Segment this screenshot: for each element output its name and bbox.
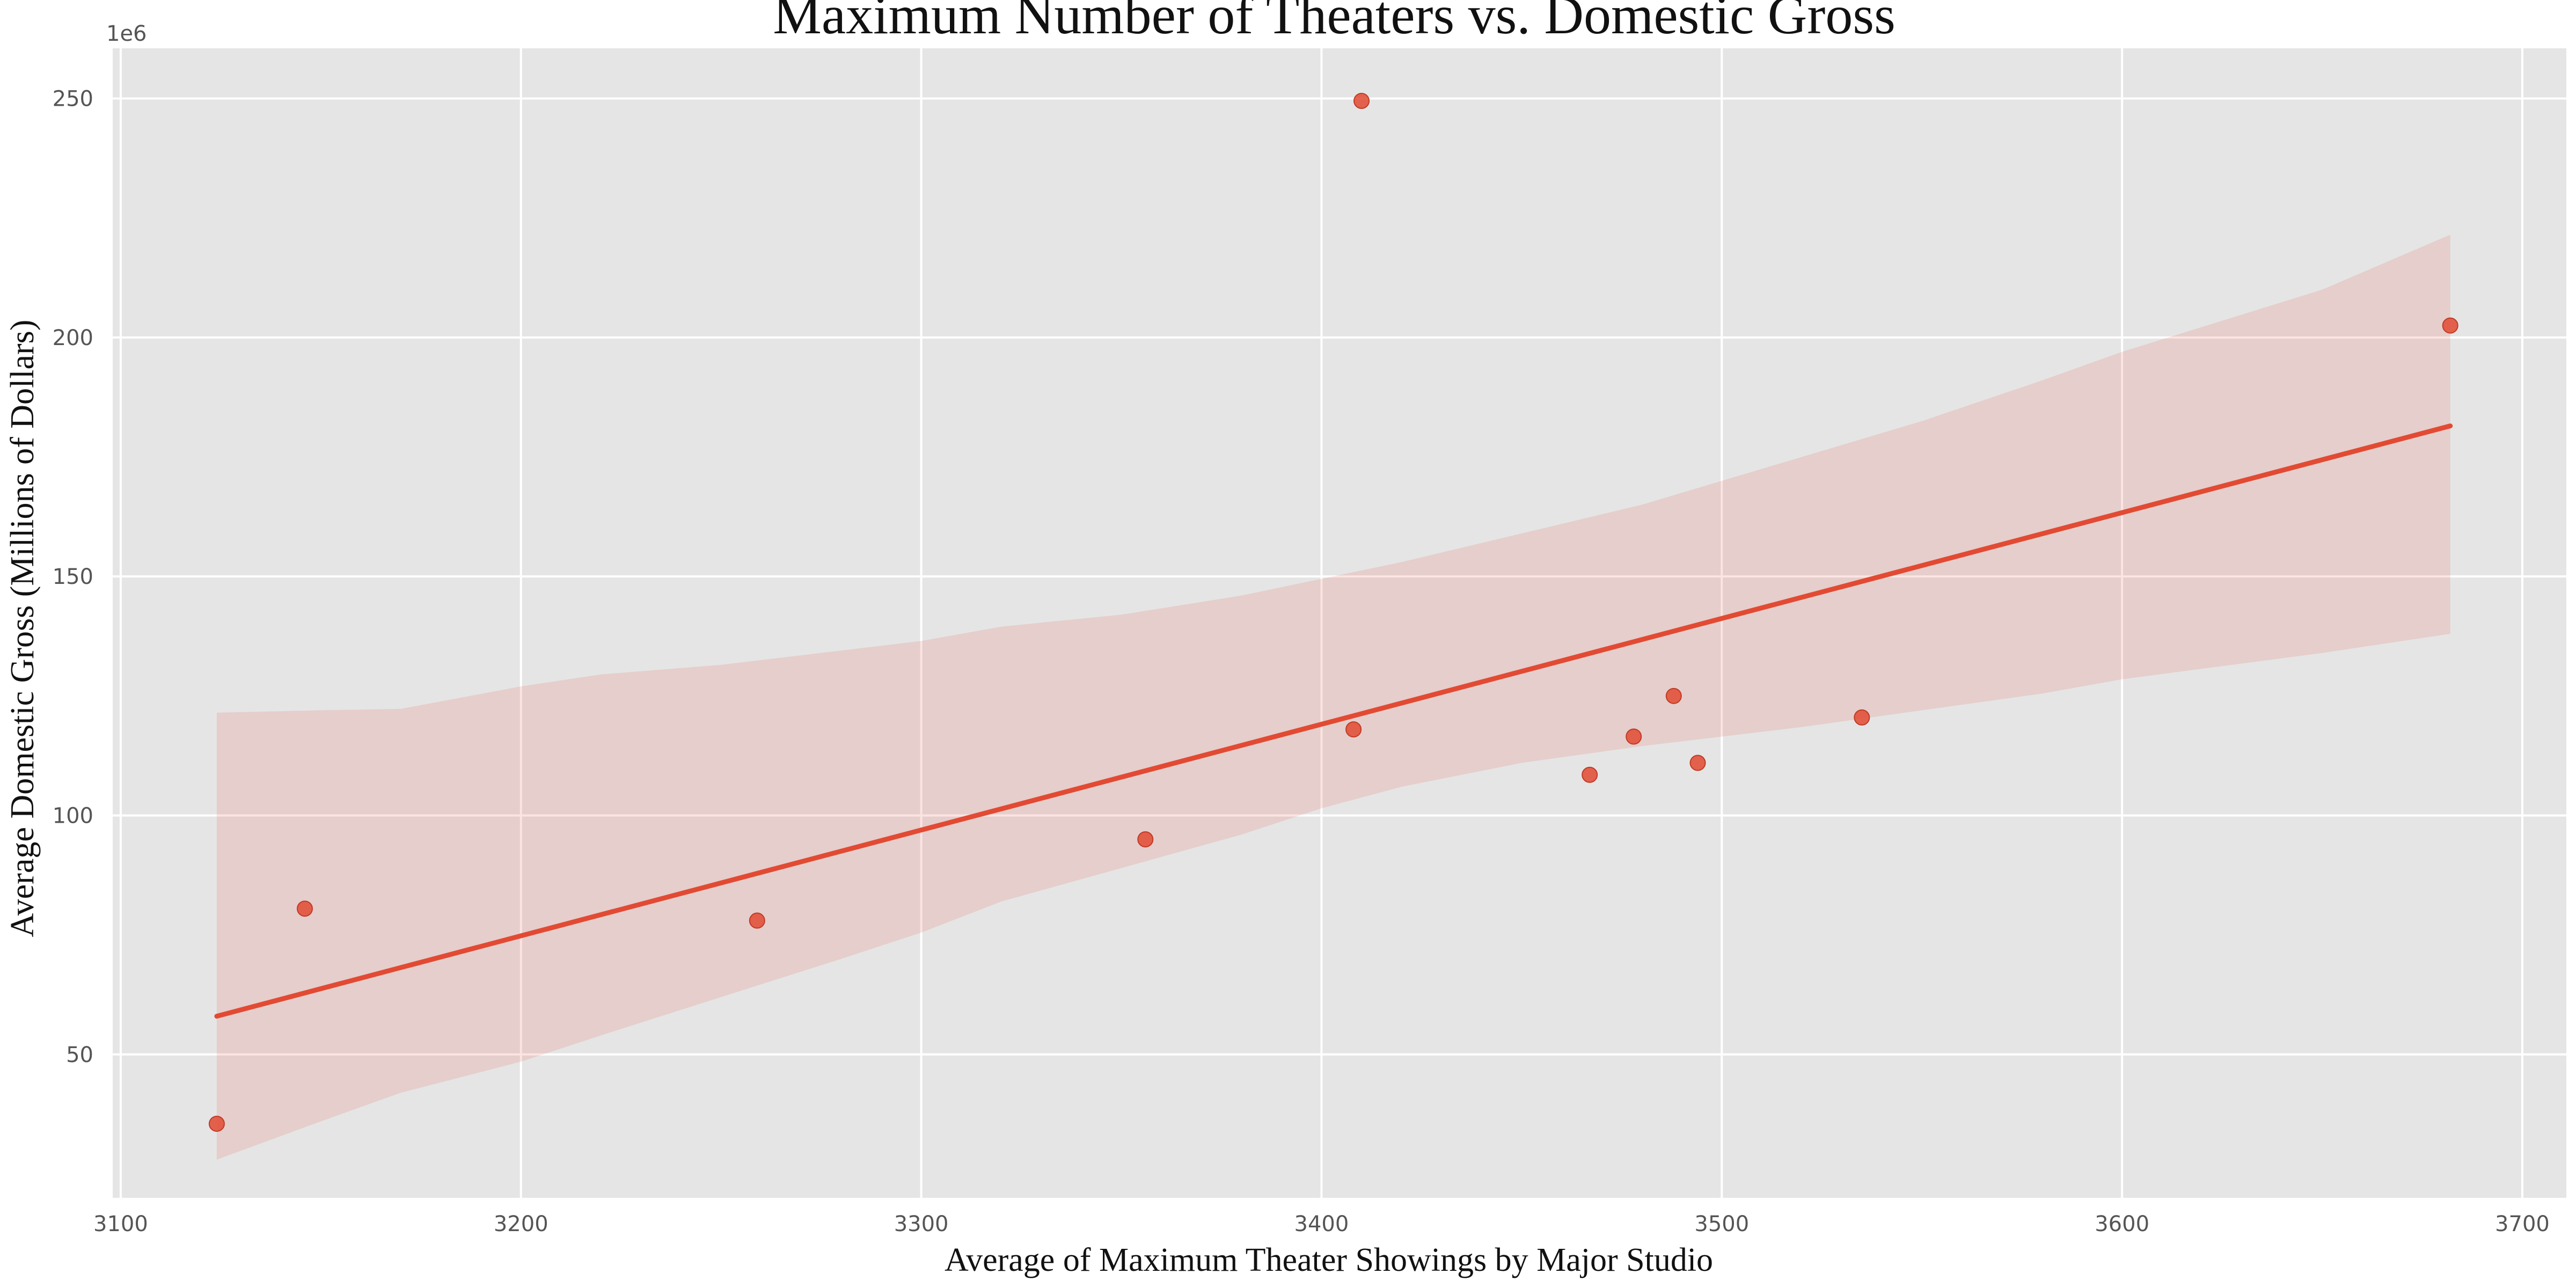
chart-title: Maximum Number of Theaters vs. Domestic … — [773, 0, 1896, 46]
y-tick-label: 150 — [53, 565, 93, 589]
data-point — [1137, 831, 1154, 848]
y-tick-label: 200 — [53, 326, 93, 350]
y-tick-labels: 50 100 150 200 250 — [53, 87, 93, 1067]
data-point — [1353, 92, 1370, 109]
data-point — [208, 1115, 225, 1132]
confidence-band — [216, 235, 2450, 1160]
data-point — [749, 912, 765, 929]
y-tick-label: 50 — [66, 1043, 93, 1067]
data-points — [208, 92, 2458, 1132]
x-tick-label: 3500 — [1694, 1212, 1749, 1236]
data-point — [1854, 709, 1870, 726]
x-axis-label: Average of Maximum Theater Showings by M… — [945, 1242, 1713, 1278]
data-point — [1626, 728, 1642, 745]
x-tick-label: 3200 — [494, 1212, 548, 1236]
x-tick-label: 3400 — [1294, 1212, 1349, 1236]
data-point — [297, 901, 313, 917]
data-point — [1345, 721, 1362, 738]
x-tick-label: 3700 — [2495, 1212, 2550, 1236]
regression-line — [214, 423, 2453, 1019]
data-point — [1689, 755, 1706, 771]
y-tick-label: 250 — [53, 87, 93, 112]
data-point — [1582, 766, 1598, 783]
x-tick-label: 3100 — [93, 1212, 148, 1236]
y-tick-label: 100 — [53, 803, 93, 828]
y-axis-label: Average Domestic Gross (Millions of Doll… — [4, 320, 41, 938]
data-point — [2442, 317, 2458, 334]
x-tick-labels: 3100 3200 3300 3400 3500 3600 3700 — [93, 1212, 2550, 1236]
data-point — [1665, 687, 1682, 704]
grid-lines — [113, 48, 2566, 1198]
x-tick-label: 3300 — [894, 1212, 949, 1236]
x-tick-label: 3600 — [2095, 1212, 2149, 1236]
y-axis-offset-label: 1e6 — [106, 21, 147, 46]
